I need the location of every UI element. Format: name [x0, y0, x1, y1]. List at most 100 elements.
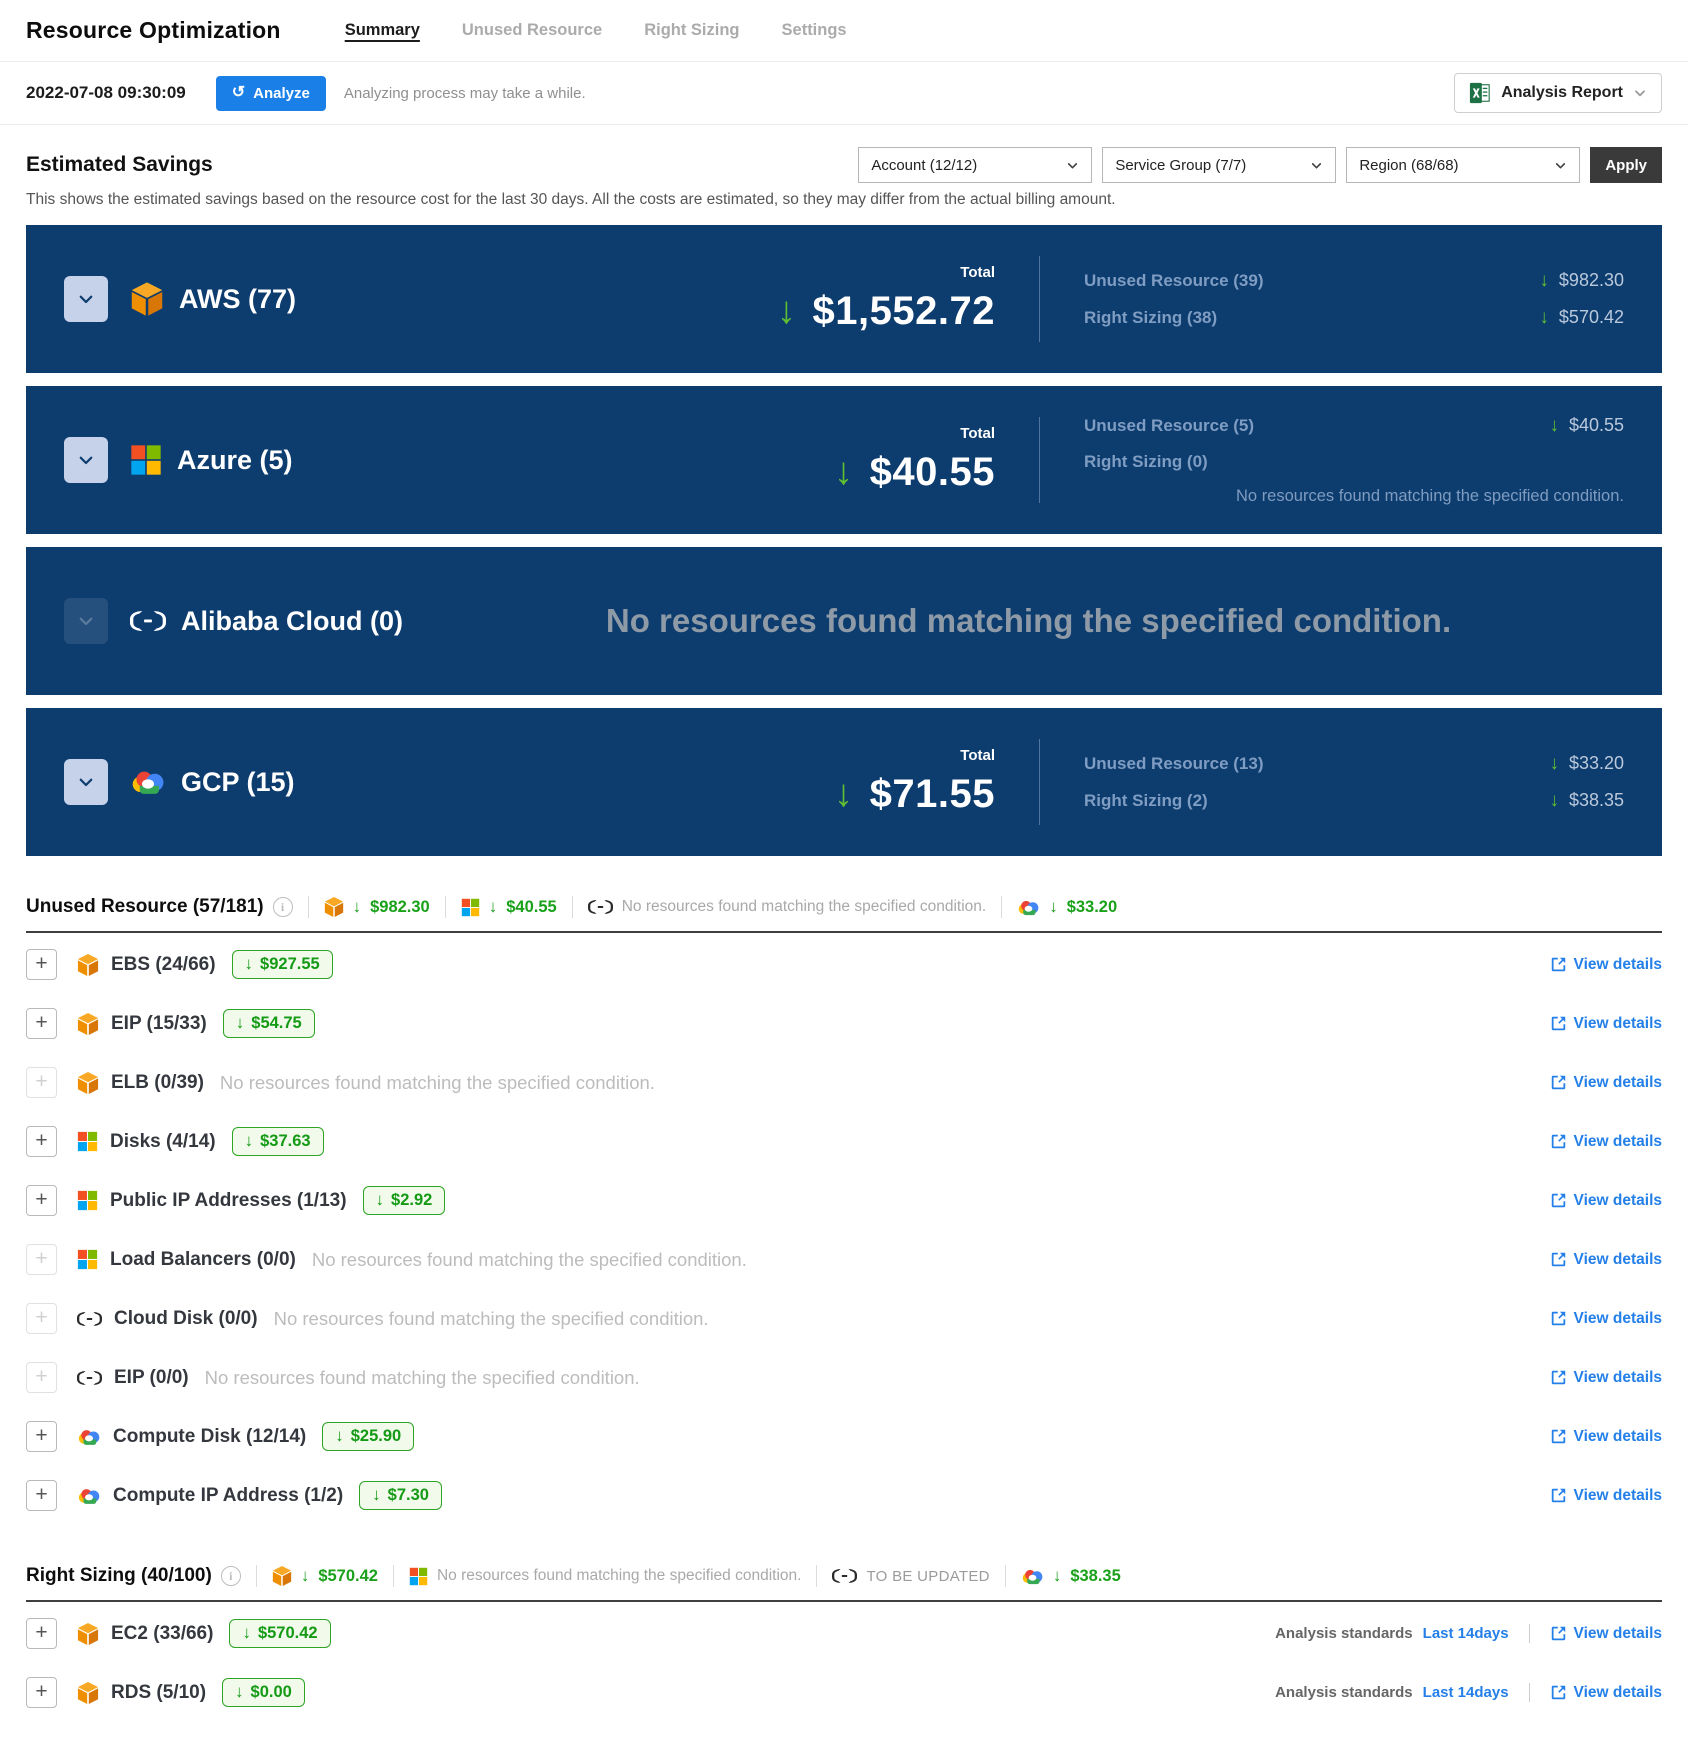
savings-value: $7.30	[387, 1485, 429, 1504]
collapse-azure-button[interactable]	[64, 437, 108, 483]
tab-bar: Summary Unused Resource Right Sizing Set…	[345, 17, 847, 44]
aws-icon	[77, 1012, 99, 1036]
resource-name: EBS (24/66)	[111, 953, 216, 975]
view-details-link[interactable]: View details	[1550, 1310, 1662, 1328]
external-link-icon	[1550, 1192, 1567, 1209]
divider	[571, 896, 573, 918]
gcp-icon	[1021, 1568, 1044, 1585]
expand-compute-ip-button[interactable]: +	[26, 1480, 57, 1511]
resource-name: EIP (15/33)	[111, 1012, 207, 1034]
table-row: + RDS (5/10) ↓ $0.00 Analysis standards L…	[0, 1663, 1688, 1722]
view-details-link[interactable]: View details	[1550, 956, 1662, 974]
savings-value: $927.55	[260, 954, 320, 973]
azure-icon	[77, 1249, 98, 1270]
unused-resource-value: $33.20	[1568, 753, 1624, 773]
view-details-link[interactable]: View details	[1550, 1074, 1662, 1092]
view-details-link[interactable]: View details	[1550, 1133, 1662, 1151]
down-arrow-icon: ↓	[488, 897, 498, 916]
aws-icon	[77, 1681, 99, 1705]
expand-disks-button[interactable]: +	[26, 1126, 57, 1157]
savings-value: $25.90	[350, 1426, 402, 1445]
view-details-label: View details	[1573, 1073, 1662, 1091]
account-filter-select[interactable]: Account (12/12)	[858, 147, 1093, 183]
table-row: + Compute Disk (12/14) ↓ $25.90 View deta…	[0, 1407, 1688, 1466]
external-link-icon	[1550, 1251, 1567, 1268]
view-details-link[interactable]: View details	[1550, 1487, 1662, 1505]
resource-name: Compute Disk (12/14)	[113, 1425, 307, 1447]
savings-badge: ↓ $37.63	[231, 1127, 324, 1156]
collapse-gcp-button[interactable]	[64, 759, 108, 805]
expand-public-ip-button[interactable]: +	[26, 1185, 57, 1216]
provider-name: Alibaba Cloud (0)	[181, 605, 403, 636]
tab-summary[interactable]: Summary	[344, 21, 420, 39]
region-filter-select[interactable]: Region (68/68)	[1346, 147, 1581, 183]
azure-rightsizing-empty: No resources found matching the specifie…	[436, 1567, 802, 1584]
no-resources-message: No resources found matching the specifie…	[204, 1366, 640, 1388]
expand-rds-button[interactable]: +	[26, 1677, 57, 1708]
analysis-standards-link[interactable]: Last 14days	[1422, 1625, 1509, 1642]
provider-name: GCP (15)	[181, 766, 295, 797]
expand-ec2-button[interactable]: +	[26, 1618, 57, 1649]
alibaba-unused-stat: No resources found matching the specifie…	[588, 898, 986, 916]
down-arrow-icon: ↓	[372, 1485, 381, 1504]
view-details-link[interactable]: View details	[1550, 1428, 1662, 1446]
analyze-hint: Analyzing process may take a while.	[343, 84, 586, 102]
external-link-icon	[1550, 1684, 1567, 1701]
analyze-button[interactable]: ↺ Analyze	[215, 75, 326, 111]
azure-unused-value: $40.55	[506, 897, 557, 916]
view-details-label: View details	[1573, 1486, 1662, 1504]
table-row: + Public IP Addresses (1/13) ↓ $2.92 View…	[0, 1171, 1688, 1230]
tab-right-sizing[interactable]: Right Sizing	[644, 21, 740, 39]
down-arrow-icon: ↓	[777, 290, 797, 332]
down-arrow-icon: ↓	[834, 773, 854, 815]
down-arrow-icon: ↓	[1549, 752, 1559, 774]
external-link-icon	[1550, 1487, 1567, 1504]
alibaba-cloud-icon	[77, 1370, 102, 1386]
filter-bar: Account (12/12) Service Group (7/7) Regi…	[858, 147, 1662, 183]
table-row: + EC2 (33/66) ↓ $570.42 Analysis standard…	[0, 1604, 1688, 1663]
total-label: Total	[960, 264, 995, 281]
view-details-link[interactable]: View details	[1550, 1625, 1662, 1643]
apply-button[interactable]: Apply	[1590, 147, 1662, 183]
view-details-link[interactable]: View details	[1550, 1192, 1662, 1210]
view-details-link[interactable]: View details	[1550, 1251, 1662, 1269]
chevron-down-icon	[1633, 86, 1647, 100]
view-details-label: View details	[1573, 1624, 1662, 1642]
right-sizing-value: $38.35	[1568, 790, 1624, 810]
chevron-down-icon	[1310, 159, 1323, 172]
analysis-standards-link[interactable]: Last 14days	[1422, 1684, 1509, 1701]
provider-panel-gcp: GCP (15) Total ↓ $71.55 Unused Resource …	[26, 708, 1662, 856]
down-arrow-icon: ↓	[244, 954, 254, 973]
divider	[1528, 1624, 1530, 1643]
view-details-link[interactable]: View details	[1550, 1369, 1662, 1387]
service-group-filter-select[interactable]: Service Group (7/7)	[1102, 147, 1337, 183]
view-details-link[interactable]: View details	[1550, 1015, 1662, 1033]
table-row: + Disks (4/14) ↓ $37.63 View details	[0, 1112, 1688, 1171]
tab-settings[interactable]: Settings	[781, 21, 847, 39]
down-arrow-icon: ↓	[1539, 269, 1549, 291]
total-amount: $71.55	[869, 772, 995, 816]
expand-compute-disk-button[interactable]: +	[26, 1421, 57, 1452]
aws-unused-stat: ↓ $982.30	[324, 896, 430, 918]
down-arrow-icon: ↓	[1549, 789, 1559, 811]
expand-eip-button[interactable]: +	[26, 1008, 57, 1039]
view-details-label: View details	[1573, 1368, 1662, 1386]
info-icon[interactable]: i	[220, 1566, 241, 1586]
aws-icon	[77, 1071, 99, 1095]
analysis-report-button[interactable]: Analysis Report	[1454, 73, 1662, 113]
azure-icon	[409, 1567, 428, 1586]
savings-badge: ↓ $2.92	[362, 1186, 446, 1215]
collapse-aws-button[interactable]	[64, 276, 108, 322]
info-icon[interactable]: i	[272, 897, 293, 917]
expand-ebs-button[interactable]: +	[26, 949, 57, 980]
azure-icon	[130, 444, 162, 476]
tab-unused-resource[interactable]: Unused Resource	[461, 21, 603, 39]
view-details-link[interactable]: View details	[1550, 1684, 1662, 1702]
provider-total: Total ↓ $40.55	[834, 425, 995, 495]
panel-divider	[1039, 739, 1040, 825]
region-filter-value: Region (68/68)	[1359, 156, 1459, 174]
right-sizing-section-header: Right Sizing (40/100) i ↓ $570.42 No res…	[0, 1565, 1688, 1587]
external-link-icon	[1550, 1369, 1567, 1386]
savings-value: $0.00	[250, 1682, 292, 1701]
chevron-down-icon	[1066, 159, 1079, 172]
